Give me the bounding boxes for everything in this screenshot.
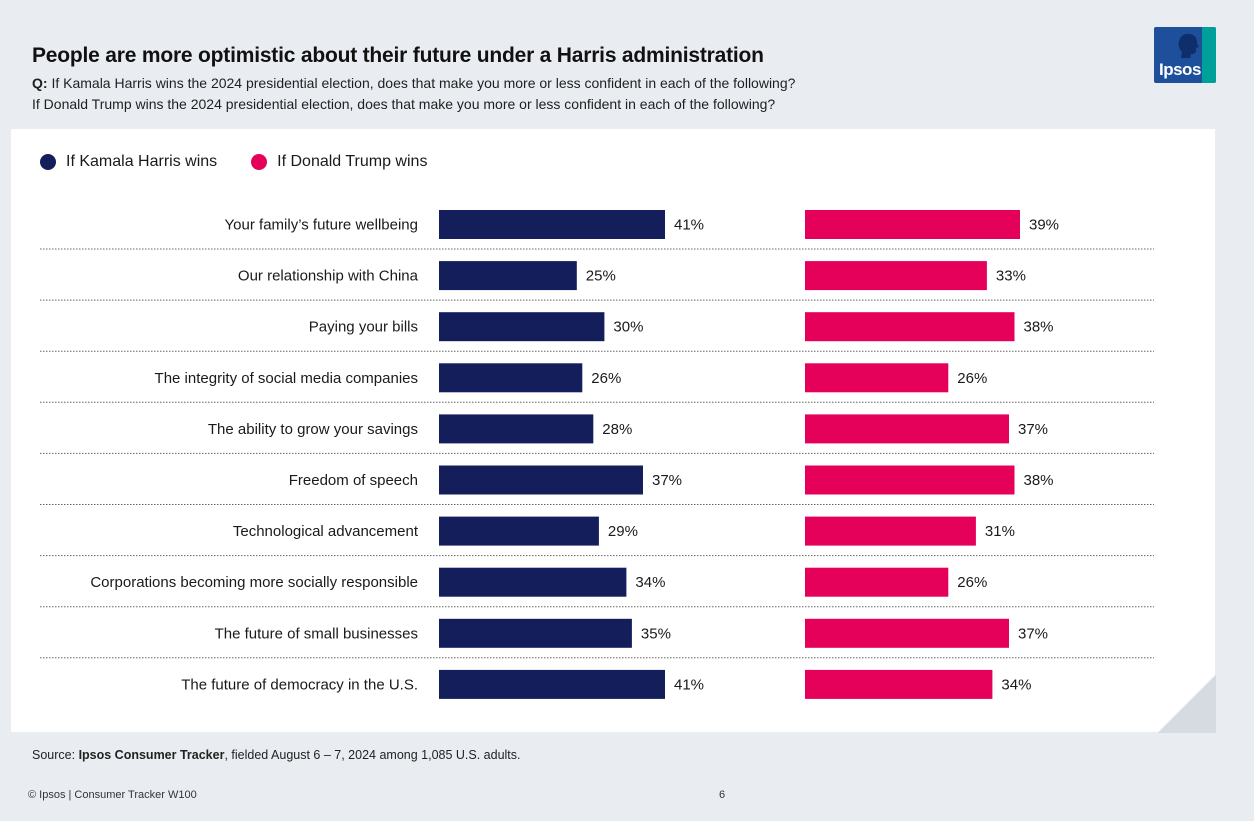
- harris-bar: [439, 516, 599, 546]
- question-1-text: If Kamala Harris wins the 2024 president…: [51, 75, 796, 91]
- profile-head-icon: [1178, 33, 1199, 58]
- category-label: Your family’s future wellbeing: [225, 217, 418, 234]
- category-label: Freedom of speech: [289, 472, 418, 489]
- category-label: The future of small businesses: [215, 625, 418, 642]
- footer-copyright: © Ipsos | Consumer Tracker W100: [28, 789, 197, 801]
- chart-legend: If Kamala Harris wins If Donald Trump wi…: [40, 152, 461, 172]
- trump-value-label: 39%: [1029, 217, 1059, 234]
- category-label: Our relationship with China: [238, 268, 419, 285]
- trump-bar: [805, 414, 1009, 444]
- category-label: The ability to grow your savings: [208, 421, 418, 438]
- category-label: Paying your bills: [309, 319, 418, 336]
- legend-item-trump: If Donald Trump wins: [251, 153, 427, 171]
- trump-value-label: 26%: [957, 574, 987, 591]
- trump-bar: [805, 516, 976, 546]
- harris-value-label: 25%: [586, 268, 616, 285]
- legend-swatch-harris: [40, 154, 56, 170]
- logo-teal-stripe: [1202, 27, 1216, 83]
- trump-value-label: 38%: [1024, 472, 1054, 489]
- harris-bar: [439, 618, 632, 648]
- trump-value-label: 38%: [1024, 319, 1054, 336]
- trump-value-label: 33%: [996, 268, 1026, 285]
- harris-bar: [439, 414, 594, 444]
- question-line-1: Q: If Kamala Harris wins the 2024 presid…: [32, 75, 795, 91]
- harris-value-label: 35%: [641, 625, 671, 642]
- harris-value-label: 34%: [635, 574, 665, 591]
- question-prefix: Q:: [32, 75, 48, 91]
- source-name: Ipsos Consumer Tracker: [78, 748, 225, 762]
- harris-bar: [439, 363, 583, 393]
- category-label: Corporations becoming more socially resp…: [90, 574, 418, 591]
- harris-bar: [439, 210, 665, 239]
- trump-bar: [805, 363, 949, 393]
- ipsos-logo: Ipsos: [1154, 27, 1216, 83]
- logo-wordmark: Ipsos: [1159, 60, 1201, 79]
- trump-value-label: 31%: [985, 523, 1015, 540]
- source-detail: , fielded August 6 – 7, 2024 among 1,085…: [224, 748, 521, 762]
- harris-bar: [439, 465, 643, 495]
- trump-bar: [805, 567, 949, 597]
- harris-value-label: 37%: [652, 472, 682, 489]
- harris-value-label: 30%: [613, 319, 643, 336]
- trump-bar: [805, 210, 1020, 239]
- trump-bar: [805, 618, 1009, 648]
- legend-swatch-trump: [251, 154, 268, 170]
- source-note: Source: Ipsos Consumer Tracker, fielded …: [32, 748, 521, 762]
- legend-item-harris: If Kamala Harris wins: [40, 153, 217, 171]
- page-title: People are more optimistic about their f…: [32, 44, 764, 67]
- trump-value-label: 37%: [1018, 625, 1048, 642]
- harris-bar: [439, 669, 665, 699]
- harris-value-label: 28%: [602, 421, 632, 438]
- category-label: Technological advancement: [233, 523, 419, 540]
- harris-bar: [439, 567, 627, 597]
- legend-label-harris: If Kamala Harris wins: [66, 153, 218, 170]
- page-number: 6: [719, 789, 726, 801]
- category-label: The integrity of social media companies: [155, 370, 418, 387]
- source-prefix: Source:: [32, 748, 79, 762]
- harris-value-label: 41%: [674, 217, 704, 234]
- trump-value-label: 34%: [1001, 676, 1031, 693]
- trump-bar: [805, 669, 993, 699]
- trump-bar: [805, 465, 1015, 495]
- trump-value-label: 37%: [1018, 421, 1048, 438]
- harris-value-label: 29%: [608, 523, 638, 540]
- trump-value-label: 26%: [957, 370, 987, 387]
- harris-value-label: 41%: [674, 676, 704, 693]
- harris-value-label: 26%: [591, 370, 621, 387]
- legend-label-trump: If Donald Trump wins: [277, 153, 428, 170]
- category-label: The future of democracy in the U.S.: [181, 676, 418, 693]
- harris-bar: [439, 312, 605, 342]
- trump-bar: [805, 312, 1015, 342]
- question-line-2: If Donald Trump wins the 2024 presidenti…: [32, 96, 776, 112]
- trump-bar: [805, 261, 987, 291]
- harris-bar: [439, 261, 577, 291]
